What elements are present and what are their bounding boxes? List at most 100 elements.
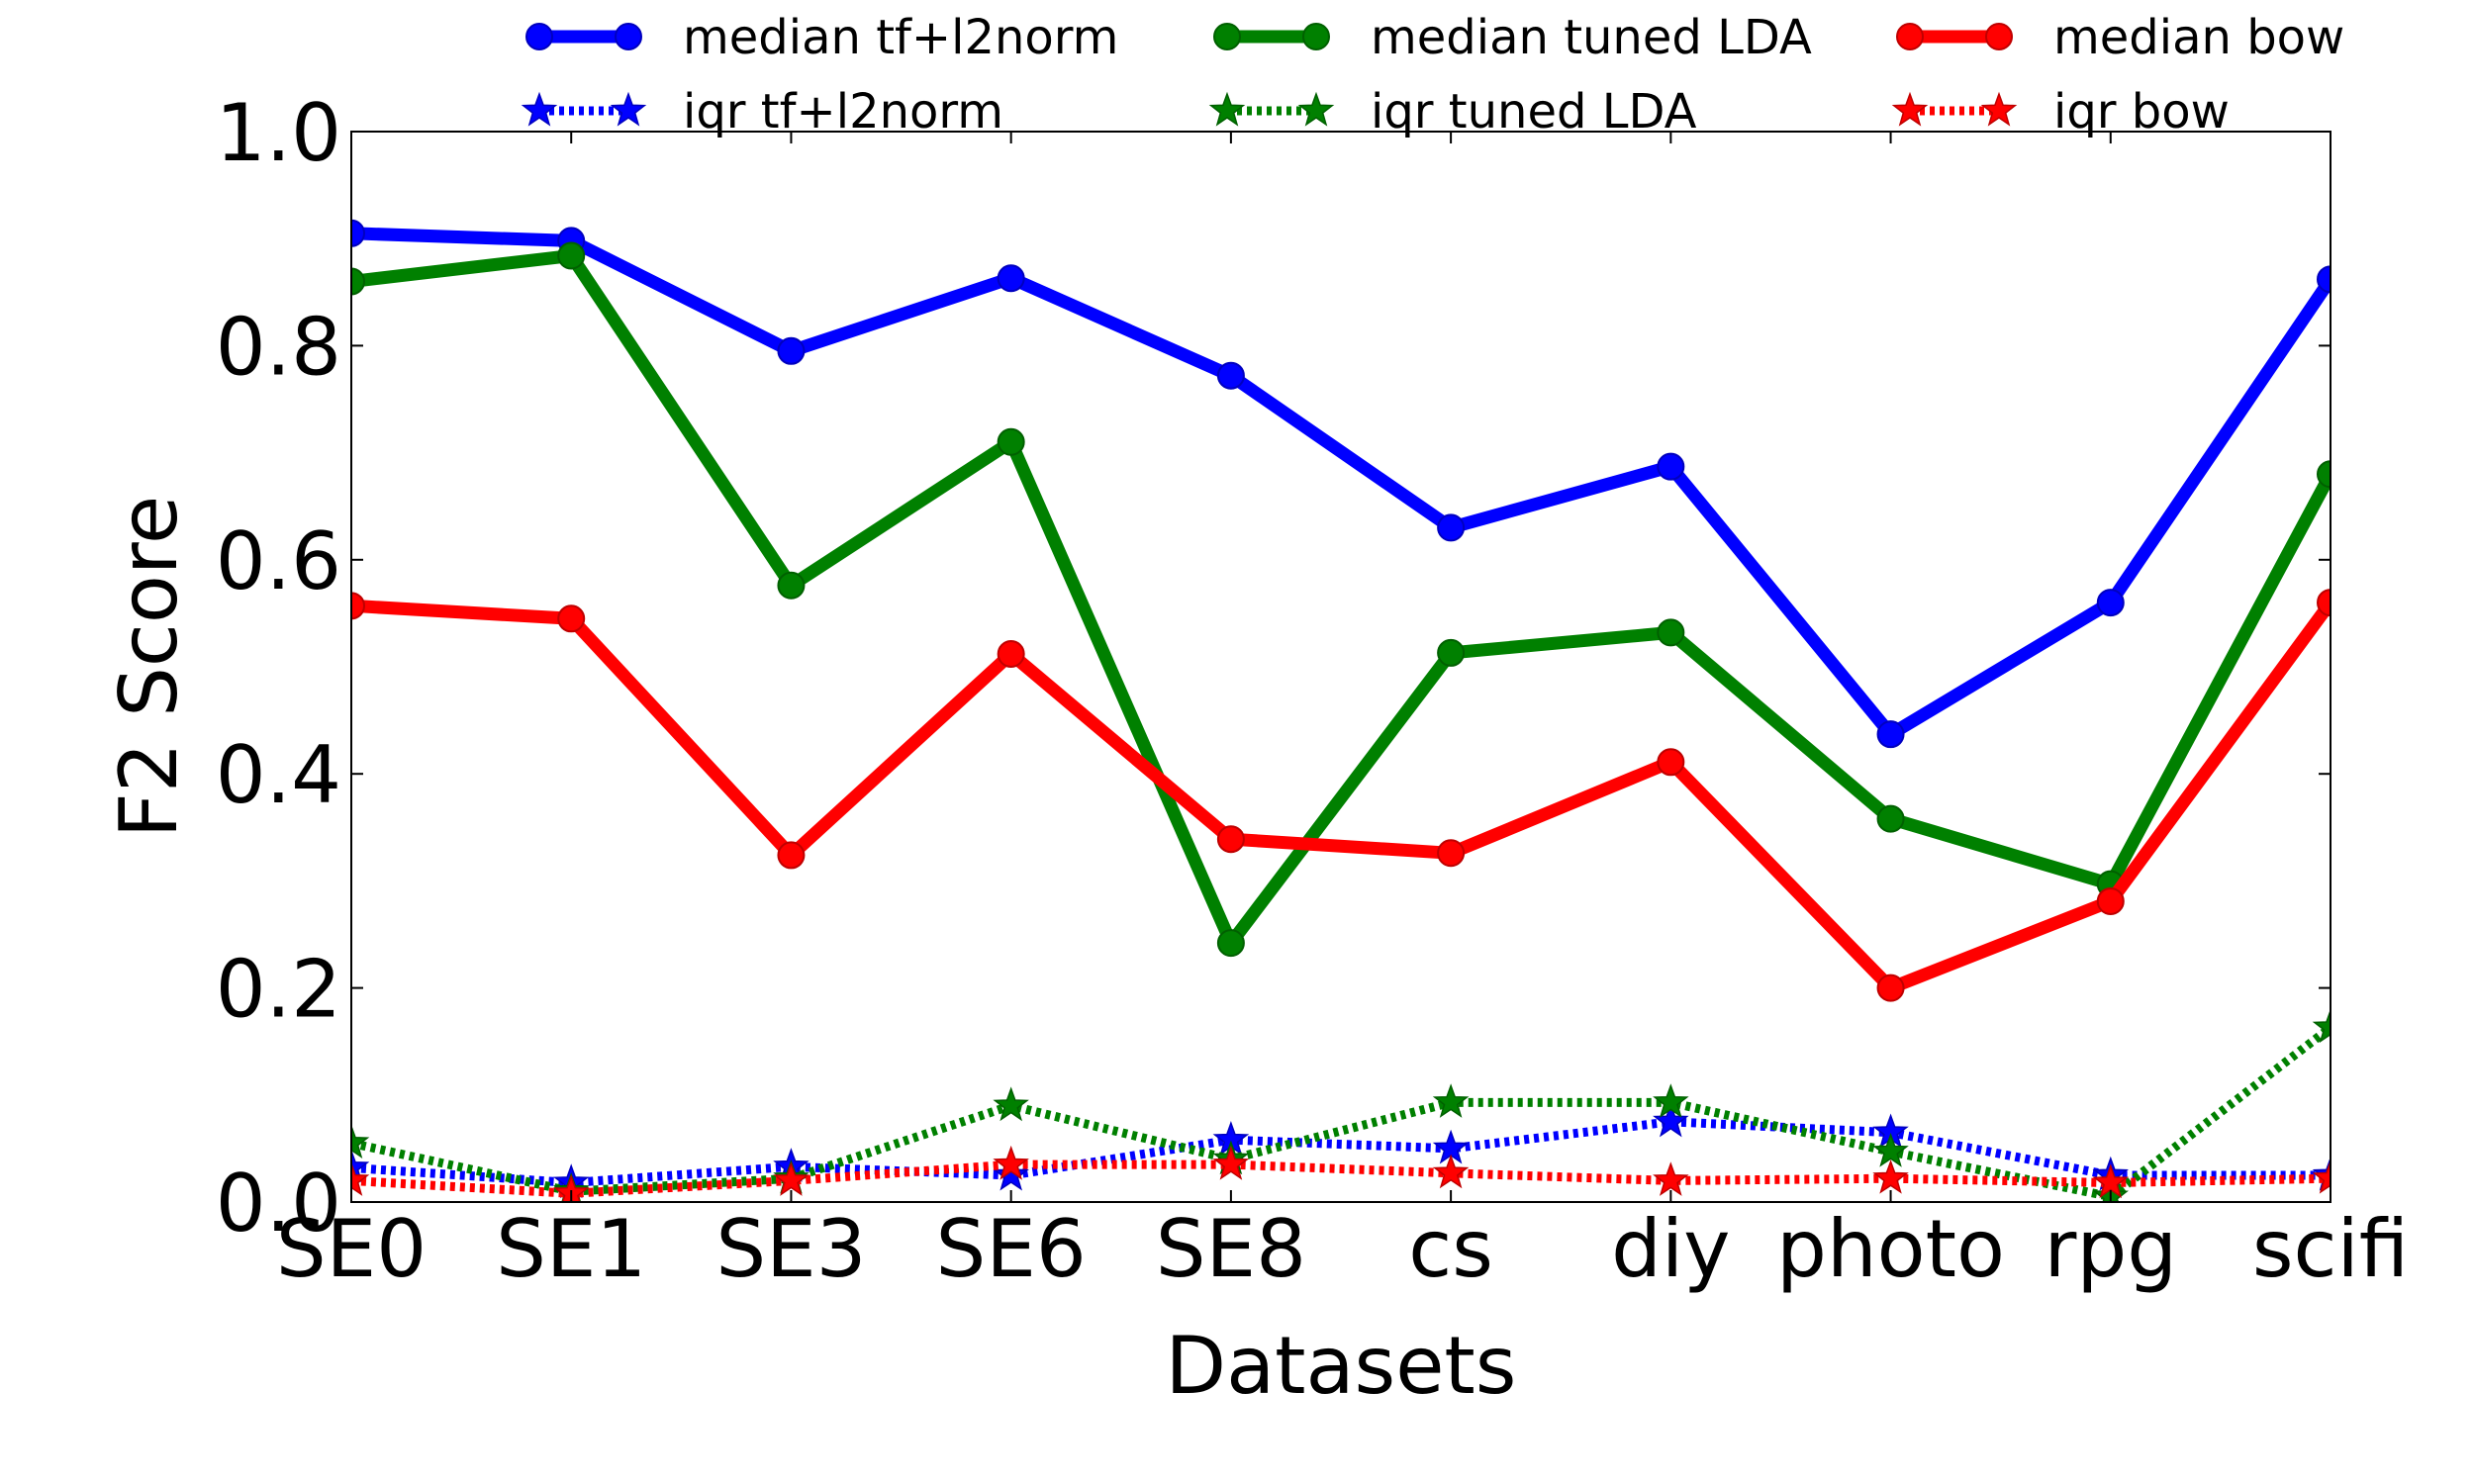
legend-marker	[610, 91, 647, 127]
data-point	[2312, 1008, 2331, 1044]
x-tick-label: SE3	[715, 1203, 866, 1295]
legend-item-iqr-tf-l2norm: iqr tf+l2norm	[521, 84, 1003, 139]
data-point	[1653, 1161, 1689, 1196]
data-point	[557, 241, 586, 270]
legend-item-iqr-tuned-lda: iqr tuned LDA	[1208, 84, 1697, 139]
data-point	[1216, 825, 1245, 854]
data-point	[557, 604, 586, 633]
series-line	[351, 596, 2331, 995]
legend-label: median bow	[2053, 10, 2344, 65]
data-point	[993, 1086, 1029, 1122]
x-tick-label: SE6	[936, 1203, 1087, 1295]
data-point	[1872, 1159, 1909, 1194]
legend-marker	[1208, 91, 1246, 127]
data-point	[2317, 265, 2331, 294]
plot-frame	[350, 131, 2331, 1203]
x-tick-label: cs	[1408, 1203, 1493, 1295]
series-line	[351, 227, 2331, 741]
data-point	[997, 264, 1025, 293]
data-point	[1872, 1132, 1909, 1167]
data-point	[1216, 361, 1245, 390]
data-point	[1437, 513, 1466, 542]
data-point	[1432, 1154, 1470, 1189]
series-layer	[351, 219, 2331, 1202]
data-point	[1437, 638, 1466, 667]
y-axis-label: F2 Score	[103, 496, 195, 838]
axis-ticks: 0.0 0.2 0.4 0.6 0.8 1.0 SE0 SE1 SE3 SE6 SE8 cs diy ph…	[216, 87, 2409, 1295]
x-tick-label: SE8	[1156, 1203, 1306, 1295]
x-tick-label: rpg	[2045, 1203, 2177, 1295]
data-point	[777, 841, 806, 870]
legend-marker	[1891, 91, 1929, 127]
legend-marker	[521, 91, 558, 127]
data-point	[2317, 460, 2331, 489]
series-line	[351, 1159, 2331, 1198]
series-median-bow	[351, 589, 2331, 1002]
x-tick-label: SE1	[496, 1203, 646, 1295]
data-point	[1216, 929, 1245, 958]
legend-item-median-tf-l2norm: median tf+l2norm	[525, 10, 1118, 65]
legend-marker	[615, 23, 642, 50]
x-axis-label: Datasets	[1166, 1320, 1517, 1412]
data-point	[2317, 589, 2331, 617]
y-tick-label: 0.6	[216, 515, 341, 607]
data-point	[351, 219, 365, 247]
y-tick-label: 0.2	[216, 944, 341, 1036]
data-point	[777, 336, 806, 365]
data-point	[2096, 886, 2125, 915]
data-point	[777, 571, 806, 600]
data-point	[773, 1161, 809, 1196]
series-median-tf-l2norm	[351, 219, 2331, 749]
legend-marker	[1985, 23, 2013, 50]
y-tick-label: 0.0	[216, 1158, 341, 1250]
data-point	[993, 1145, 1029, 1180]
legend-label: median tf+l2norm	[683, 10, 1118, 65]
data-point	[2092, 1163, 2129, 1199]
legend-item-median-bow: median bow	[1896, 10, 2344, 65]
data-point	[351, 1124, 370, 1159]
legend-marker	[1980, 91, 2018, 127]
data-point	[997, 640, 1025, 669]
data-point	[1212, 1145, 1250, 1180]
data-point	[2312, 1159, 2331, 1194]
data-point	[351, 1161, 370, 1196]
y-tick-label: 0.8	[216, 301, 341, 393]
data-point	[351, 267, 365, 296]
legend-label: iqr tf+l2norm	[683, 84, 1003, 139]
data-point	[1657, 452, 1685, 481]
legend-label: iqr tuned LDA	[1371, 84, 1697, 139]
legend-marker	[1213, 23, 1241, 50]
x-tick-label: diy	[1611, 1203, 1730, 1295]
legend-marker	[1297, 91, 1335, 127]
data-point	[1876, 720, 1905, 749]
legend-marker	[1302, 23, 1330, 50]
legend: median tf+l2norm median tuned LDA median b…	[521, 10, 2344, 139]
legend-item-iqr-bow: iqr bow	[1891, 84, 2230, 139]
data-point	[1876, 974, 1905, 1002]
series-iqr-bow	[351, 1145, 2331, 1202]
data-point	[351, 592, 365, 620]
data-point	[1657, 618, 1685, 647]
y-tick-label: 1.0	[216, 87, 341, 179]
legend-marker	[525, 23, 553, 50]
data-point	[2096, 589, 2125, 617]
data-point	[1653, 1083, 1689, 1118]
legend-marker	[1896, 23, 1924, 50]
legend-label: median tuned LDA	[1371, 10, 1812, 65]
series-line	[351, 249, 2331, 950]
data-point	[1657, 748, 1685, 777]
data-point	[1876, 804, 1905, 833]
data-point	[1653, 1102, 1689, 1138]
data-point	[997, 427, 1025, 456]
x-tick-label: scifi	[2252, 1203, 2409, 1295]
data-point	[993, 1156, 1029, 1191]
x-tick-label: photo	[1776, 1203, 2005, 1295]
x-tick-label: SE0	[276, 1203, 427, 1295]
data-point	[1432, 1083, 1470, 1118]
series-line	[351, 1117, 2331, 1188]
series-iqr-tuned-lda	[351, 1008, 2331, 1202]
data-point	[1437, 839, 1466, 868]
legend-label: iqr bow	[2053, 84, 2230, 139]
legend-item-median-tuned-lda: median tuned LDA	[1213, 10, 1812, 65]
